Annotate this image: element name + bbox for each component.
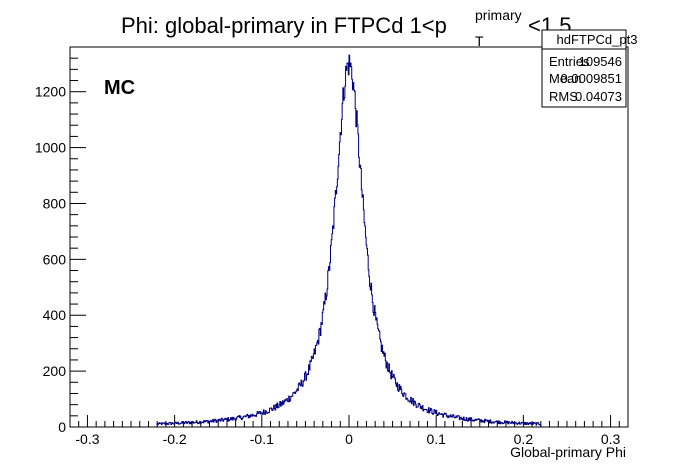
axis-tick-labels: -0.3 -0.2 -0.1 0 0.1 0.2 0.3 0 200 400 600 800 1000 1… — [35, 84, 621, 447]
y-tick-label: 400 — [43, 307, 67, 323]
stats-box-frame — [541, 29, 627, 108]
title-superscript: primary — [475, 7, 522, 23]
axis-ticks — [69, 46, 629, 428]
y-tick-label: 1000 — [35, 140, 66, 156]
stats-box-title: hdFTPCd_pt3 — [557, 32, 638, 47]
x-tick-label: 0 — [345, 431, 353, 447]
y-tick-label: 1200 — [35, 84, 66, 100]
x-axis-title: Global-primary Phi — [510, 444, 626, 460]
title-subscript: T — [475, 33, 484, 49]
stats-mean-value: 0.0009851 — [561, 71, 622, 86]
stats-mean-label: Mean — [549, 71, 582, 86]
stats-entries-value: 109546 — [579, 54, 622, 69]
x-tick-label: 0.1 — [426, 431, 446, 447]
mc-annotation: MC — [104, 77, 135, 99]
chart-title: Phi: global-primary in FTPCd 1<p primary… — [121, 7, 571, 49]
stats-box: hdFTPCd_pt3 Entries 109546 Mean 0.000985… — [541, 29, 638, 108]
y-tick-label: 0 — [58, 419, 66, 435]
stats-rms-label: RMS — [549, 89, 578, 104]
y-tick-label: 600 — [43, 251, 67, 267]
x-tick-label: -0.2 — [163, 431, 187, 447]
histogram-line — [156, 54, 542, 427]
y-tick-label: 800 — [43, 195, 67, 211]
x-tick-label: -0.3 — [75, 431, 99, 447]
title-prefix: Phi: global-primary in FTPCd 1<p — [121, 13, 447, 38]
y-tick-label: 200 — [43, 363, 67, 379]
x-tick-label: 0.3 — [601, 431, 621, 447]
x-tick-label: 0.2 — [514, 431, 534, 447]
x-tick-label: -0.1 — [250, 431, 274, 447]
stats-rms-value: 0.04073 — [575, 89, 622, 104]
stats-entries-label: Entries — [549, 54, 590, 69]
